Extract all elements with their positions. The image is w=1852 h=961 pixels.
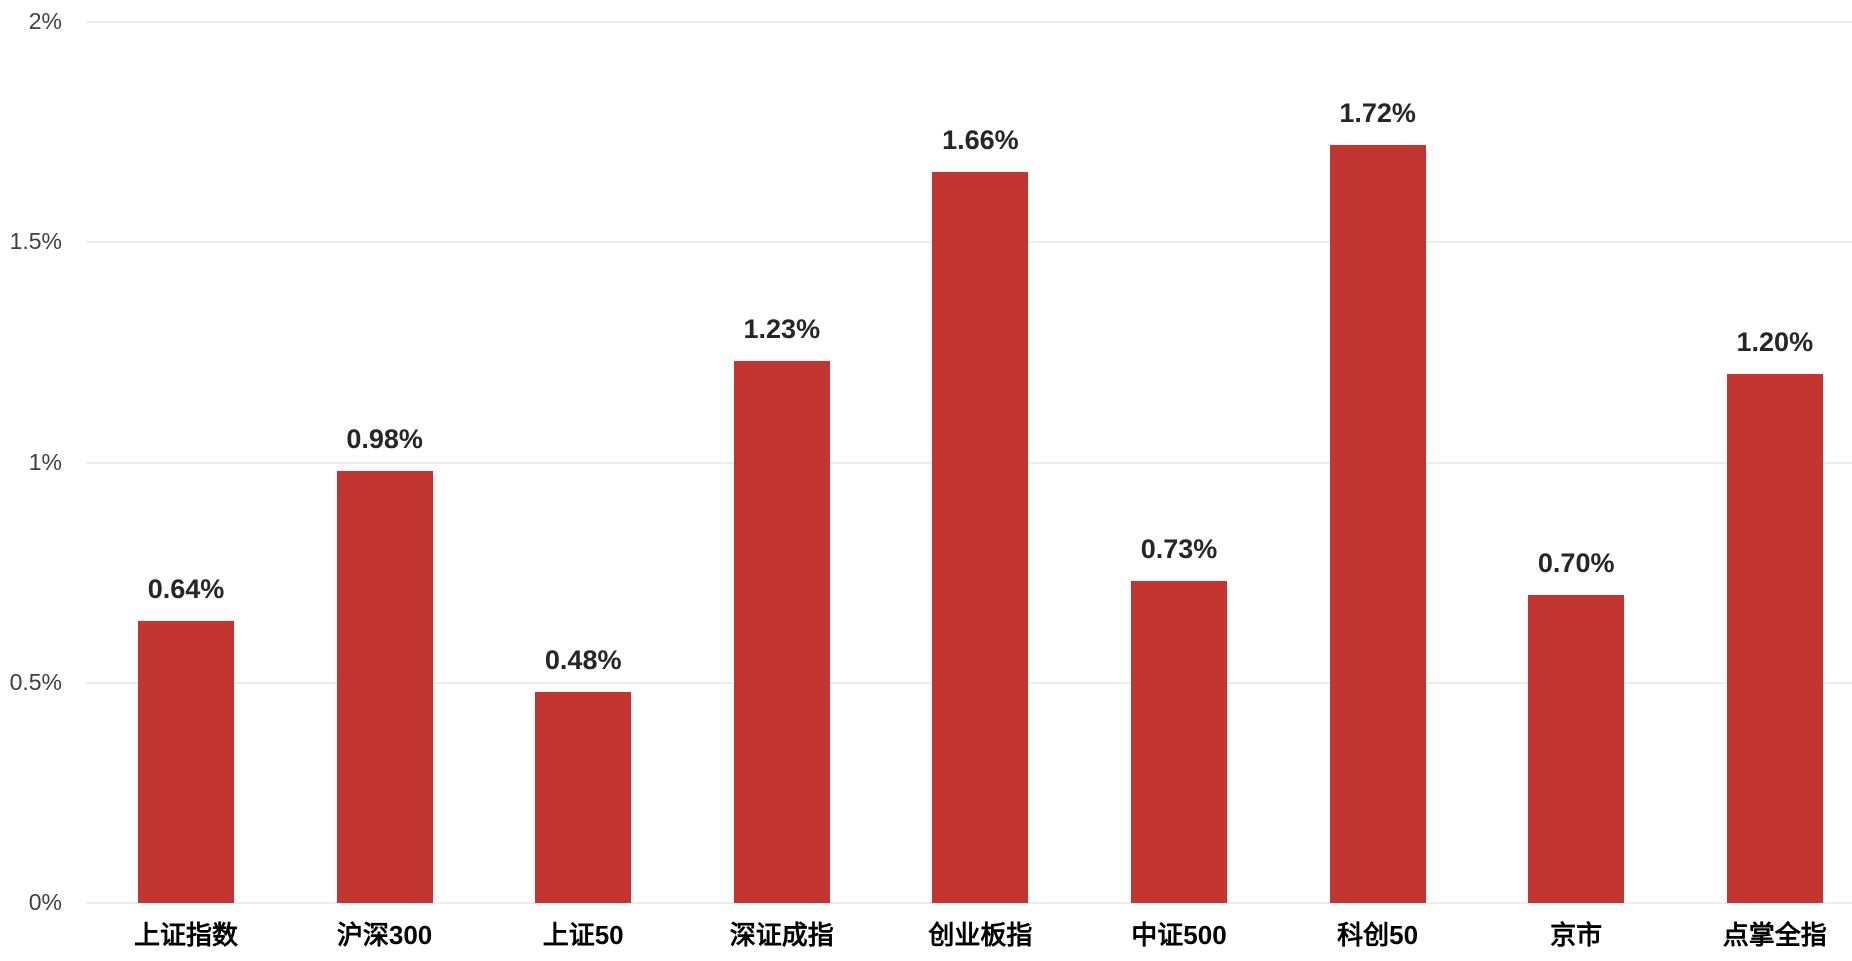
y-axis-tick-label: 1% (28, 448, 62, 475)
y-axis-tick-label: 0.5% (9, 668, 62, 695)
x-axis-category-label: 创业板指 (928, 920, 1033, 950)
bar (336, 471, 433, 903)
bar (1528, 594, 1625, 903)
y-axis-tick-label: 2% (28, 8, 62, 34)
bar (138, 621, 234, 903)
bar-value-label: 0.64% (147, 574, 225, 605)
bar (733, 361, 830, 903)
bar-value-label: 1.20% (1736, 327, 1814, 358)
bar-value-label: 0.73% (1140, 534, 1218, 565)
bar (1726, 374, 1823, 903)
x-axis-category-label: 上证指数 (133, 920, 238, 950)
bar-value-label: 1.23% (743, 314, 821, 345)
gridline (86, 902, 1852, 904)
x-axis-category-label: 点掌全指 (1722, 920, 1827, 950)
y-axis-tick-label: 0% (28, 889, 62, 915)
y-axis-tick-label: 1.5% (9, 228, 62, 255)
x-axis-category-label: 沪深300 (336, 920, 433, 950)
bar (932, 171, 1029, 903)
bar-value-label: 1.66% (942, 124, 1019, 155)
x-axis-category-label: 中证500 (1131, 920, 1227, 950)
bar (535, 691, 632, 903)
x-axis-category-label: 上证50 (542, 920, 624, 950)
bar (1329, 145, 1426, 903)
bar-value-label: 1.72% (1339, 98, 1416, 129)
gridline (86, 21, 1852, 23)
bar-value-label: 0.70% (1537, 547, 1615, 578)
bar (1131, 581, 1227, 903)
x-axis-category-label: 科创50 (1337, 920, 1419, 950)
x-axis-category-label: 深证成指 (729, 920, 834, 950)
bar-value-label: 0.48% (544, 644, 622, 675)
bar-value-label: 0.98% (346, 424, 423, 455)
x-axis-category-label: 京市 (1550, 920, 1603, 950)
